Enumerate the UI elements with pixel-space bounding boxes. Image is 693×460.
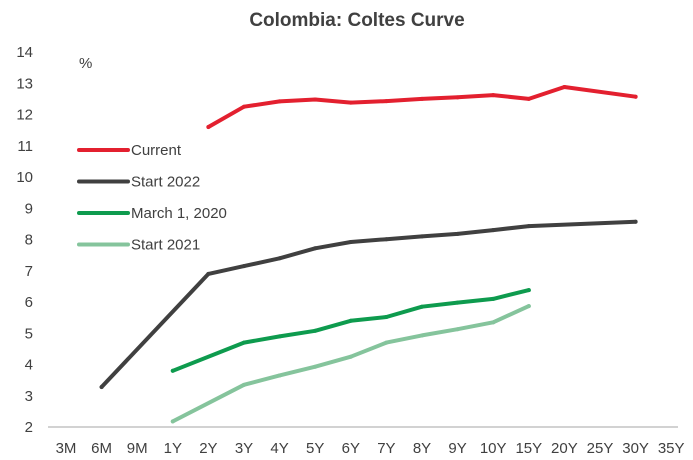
data-point [633, 219, 638, 224]
legend-label: Start 2021 [131, 237, 200, 254]
x-tick-label: 30Y [622, 440, 649, 457]
x-tick-label: 6Y [342, 440, 360, 457]
x-tick-label: 2Y [199, 440, 217, 457]
x-tick-label: 20Y [551, 440, 578, 457]
data-point [242, 382, 246, 387]
data-point [420, 304, 424, 309]
x-tick-label: 15Y [515, 440, 542, 457]
data-point [242, 340, 246, 345]
y-tick-label: 5 [25, 325, 33, 342]
chart-title: Colombia: Coltes Curve [249, 10, 464, 31]
x-tick-labels: 3M 6M 9M 1Y 2Y 3Y 4Y 5Y 6Y 7Y 8Y 9Y 10Y 15Y 20Y 25Y 30Y 3… [56, 440, 685, 457]
data-point [384, 340, 389, 345]
data-point [348, 318, 353, 323]
data-point [526, 304, 531, 309]
legend-label: March 1, 2020 [131, 205, 227, 222]
data-point [491, 93, 496, 98]
y-tick-label: 7 [25, 263, 33, 280]
data-point [633, 94, 638, 99]
series-line-1 [206, 85, 638, 129]
x-tick-label: 5Y [306, 440, 324, 457]
legend-label: Start 2022 [131, 174, 200, 191]
y-tick-label: 8 [25, 232, 33, 249]
series-line-3 [170, 288, 531, 373]
y-tick-label: 12 [16, 107, 33, 124]
x-tick-label: 1Y [164, 440, 182, 457]
data-point [170, 368, 175, 373]
legend: Current Start 2022 March 1, 2020 Start 2021 [77, 142, 227, 254]
data-point [491, 296, 496, 301]
y-tick-label: 3 [25, 388, 33, 405]
x-tick-label: 10Y [480, 440, 507, 457]
data-point [206, 125, 211, 129]
data-point [313, 328, 318, 333]
data-point [455, 327, 460, 332]
y-tick-labels: 2 3 4 5 6 7 8 9 10 11 12 13 14 [16, 44, 33, 436]
data-point [491, 228, 496, 233]
x-tick-label: 9M [127, 440, 148, 457]
data-point [348, 240, 353, 244]
data-point [384, 237, 389, 242]
series-lines [99, 85, 638, 424]
data-point [313, 364, 318, 369]
data-point [242, 264, 246, 269]
data-point [455, 300, 460, 305]
x-tick-label: 4Y [270, 440, 288, 457]
y-tick-label: 9 [25, 200, 33, 217]
data-point [277, 373, 282, 378]
data-point [277, 256, 282, 261]
legend-label: Current [131, 142, 182, 159]
x-tick-label: 3M [56, 440, 77, 457]
data-point [526, 224, 531, 229]
data-point [170, 419, 175, 424]
data-point [526, 96, 531, 101]
y-tick-label: 10 [16, 169, 33, 186]
y-tick-label: 14 [16, 44, 33, 61]
data-point [420, 96, 424, 101]
data-point [348, 354, 353, 359]
series-line-2 [99, 219, 638, 389]
y-tick-label: 2 [25, 419, 33, 436]
series-line-4 [170, 304, 531, 424]
y-tick-label: 13 [16, 75, 33, 92]
data-point [420, 333, 424, 338]
x-tick-label: 7Y [377, 440, 395, 457]
data-point [455, 95, 460, 100]
data-point [277, 334, 282, 339]
data-point [313, 97, 318, 102]
data-point [99, 385, 104, 389]
data-point [526, 288, 531, 293]
x-tick-label: 25Y [587, 440, 614, 457]
data-point [491, 320, 496, 325]
y-tick-label: 4 [25, 357, 33, 374]
data-point [384, 99, 389, 104]
y-tick-label: 6 [25, 294, 33, 311]
x-tick-label: 8Y [413, 440, 431, 457]
data-point [420, 234, 424, 239]
data-point [455, 231, 460, 236]
data-point [384, 315, 389, 319]
x-tick-label: 3Y [235, 440, 253, 457]
data-point [277, 99, 282, 104]
data-point [562, 85, 567, 89]
data-point [348, 100, 353, 105]
y-unit-label: % [79, 55, 92, 72]
y-tick-label: 11 [17, 138, 33, 155]
x-tick-label: 6M [91, 440, 112, 457]
data-point [242, 104, 246, 109]
data-point [206, 271, 211, 276]
x-tick-label: 9Y [448, 440, 466, 457]
data-point [313, 246, 318, 251]
x-tick-label: 35Y [658, 440, 685, 457]
